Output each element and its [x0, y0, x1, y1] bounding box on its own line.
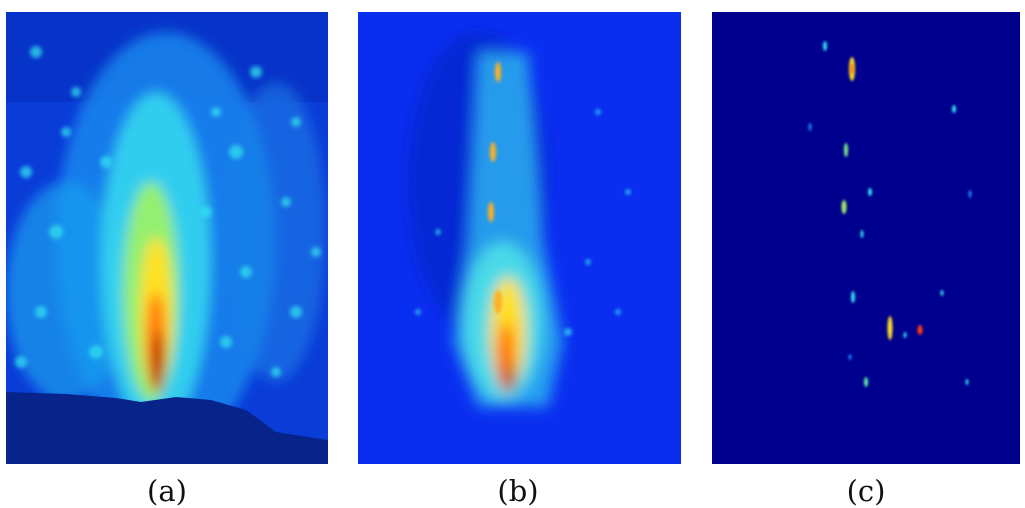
heatmap-panel-c	[712, 12, 1020, 464]
caption-a: (a)	[147, 474, 187, 508]
heatmap-b-image	[358, 12, 681, 464]
heatmap-a-image	[6, 12, 328, 464]
heatmap-panel-a	[6, 12, 328, 464]
heatmap-panel-b	[358, 12, 681, 464]
caption-c: (c)	[846, 474, 886, 508]
caption-b: (b)	[497, 474, 539, 508]
heatmap-c-image	[712, 12, 1020, 464]
